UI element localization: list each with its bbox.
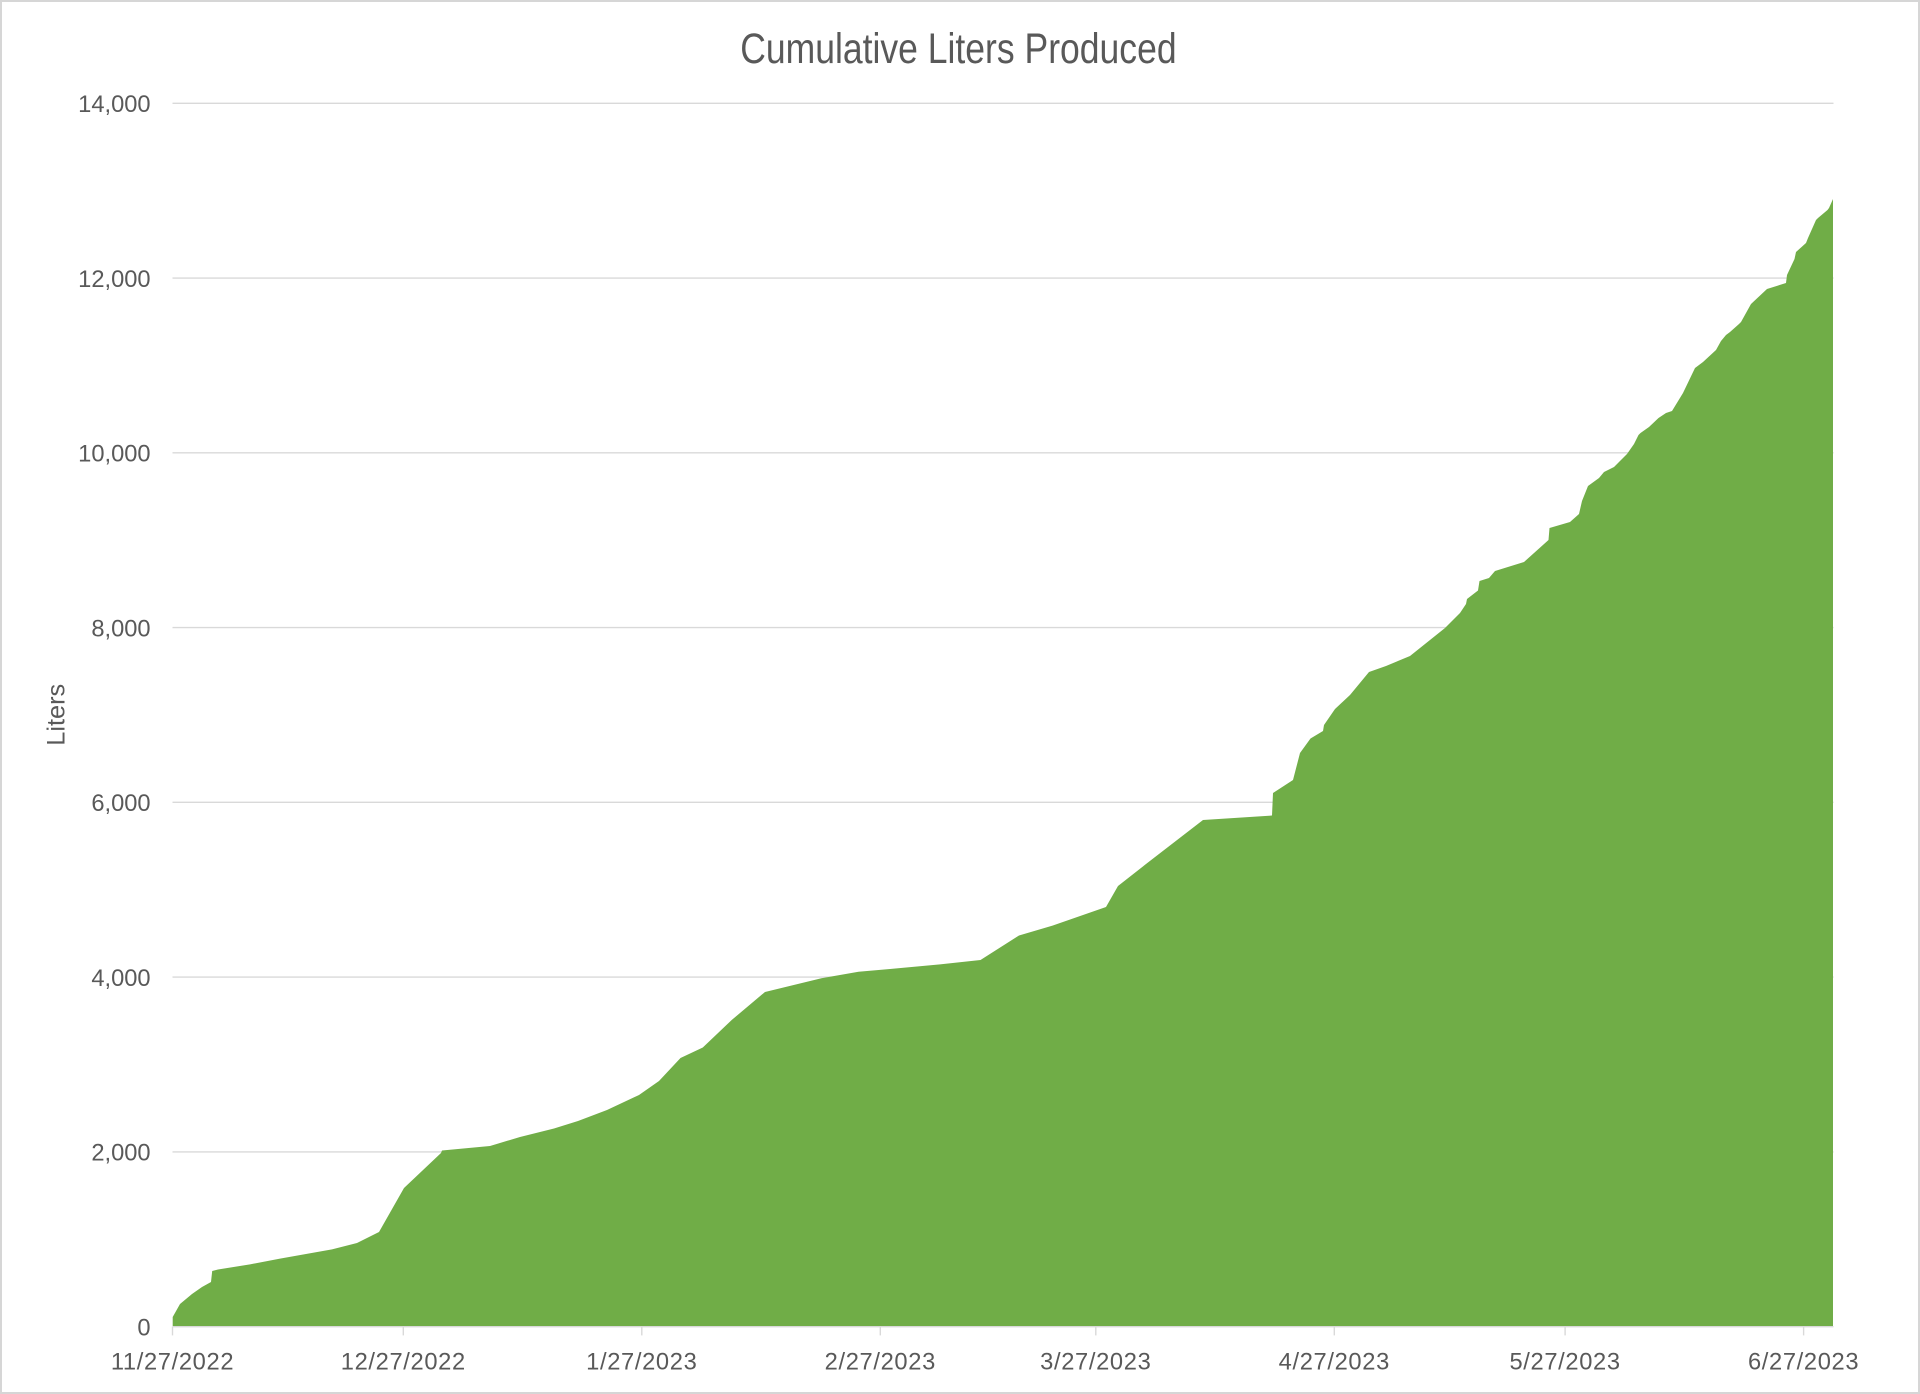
svg-text:11/27/2022: 11/27/2022: [111, 1349, 234, 1375]
svg-text:Liters: Liters: [43, 684, 71, 746]
svg-text:10,000: 10,000: [78, 442, 150, 468]
svg-text:Cumulative Liters Produced: Cumulative Liters Produced: [740, 26, 1176, 73]
svg-text:5/27/2023: 5/27/2023: [1509, 1349, 1620, 1375]
svg-text:0: 0: [137, 1315, 150, 1341]
svg-text:6,000: 6,000: [91, 791, 150, 817]
svg-text:2/27/2023: 2/27/2023: [825, 1349, 936, 1375]
svg-text:3/27/2023: 3/27/2023: [1040, 1349, 1151, 1375]
svg-text:8,000: 8,000: [91, 616, 150, 642]
svg-text:14,000: 14,000: [78, 92, 150, 118]
svg-text:4,000: 4,000: [91, 966, 150, 992]
svg-text:2,000: 2,000: [91, 1141, 150, 1167]
svg-text:4/27/2023: 4/27/2023: [1279, 1349, 1390, 1375]
svg-text:12,000: 12,000: [78, 267, 150, 293]
svg-text:1/27/2023: 1/27/2023: [586, 1349, 697, 1375]
svg-text:6/27/2023: 6/27/2023: [1748, 1349, 1859, 1375]
svg-text:12/27/2022: 12/27/2022: [341, 1349, 466, 1375]
